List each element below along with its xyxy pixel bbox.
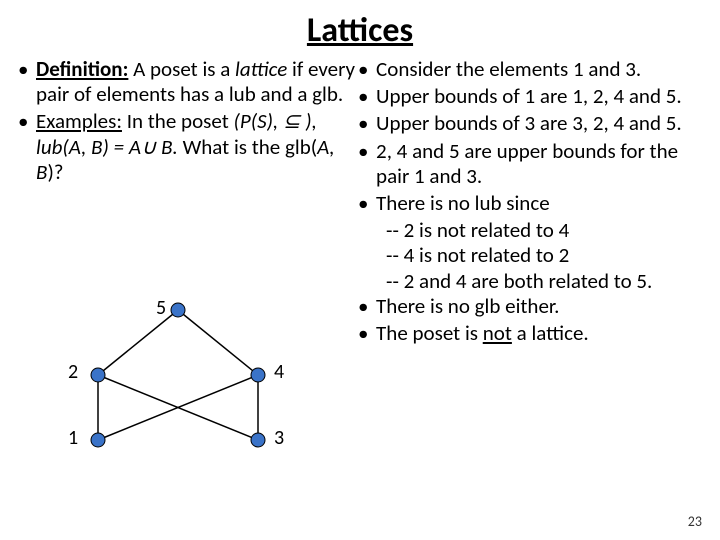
r2-text: Upper bounds of 1 are 1, 2, 4 and 5.	[376, 84, 712, 109]
r5c: -- 2 and 4 are both related to 5.	[386, 269, 712, 294]
r6-text: There is no glb either.	[376, 294, 712, 319]
r5-text: There is no lub since	[376, 191, 712, 216]
examples-label: Examples:	[36, 108, 122, 134]
definition-text: Definition: A poset is a lattice if ever…	[36, 57, 358, 107]
bullet-mark: •	[358, 191, 376, 216]
r7a: The poset is	[376, 320, 483, 346]
r5a: -- 2 is not related to 4	[386, 218, 712, 243]
r7-bullet: • The poset is not a lattice.	[358, 321, 712, 346]
bullet-mark: •	[358, 111, 376, 136]
r2-bullet: • Upper bounds of 1 are 1, 2, 4 and 5.	[358, 84, 712, 109]
hasse-diagram: 5 2 4 1 3	[48, 290, 308, 460]
eg-qend: )?	[47, 159, 63, 185]
svg-text:4: 4	[274, 360, 284, 384]
examples-text: Examples: In the poset (P(S), ⊆ ), lub(A…	[36, 109, 358, 185]
r7b: not	[483, 320, 512, 346]
svg-text:5: 5	[156, 296, 166, 320]
eg-rest: In the poset	[122, 108, 234, 134]
bullet-mark: •	[18, 57, 36, 107]
eg-f1: (P(S),	[233, 108, 282, 134]
r4-text: 2, 4 and 5 are upper bounds for the pair…	[376, 139, 712, 189]
bullet-mark: •	[358, 294, 376, 319]
bullet-mark: •	[358, 321, 376, 346]
r7-text: The poset is not a lattice.	[376, 321, 712, 346]
r3-bullet: • Upper bounds of 3 are 3, 2, 4 and 5.	[358, 111, 712, 136]
r7c: a lattice.	[512, 320, 589, 346]
bullet-mark: •	[358, 139, 376, 189]
svg-text:2: 2	[68, 360, 78, 384]
bullet-mark: •	[358, 57, 376, 82]
r3-text: Upper bounds of 3 are 3, 2, 4 and 5.	[376, 111, 712, 136]
r1-text: Consider the elements 1 and 3.	[376, 57, 712, 82]
definition-label: Definition:	[36, 56, 128, 82]
svg-text:1: 1	[68, 426, 78, 450]
r1-bullet: • Consider the elements 1 and 3.	[358, 57, 712, 82]
bullet-mark: •	[18, 109, 36, 185]
eg-q: What is the glb(	[178, 134, 317, 160]
subset-symbol: ⊆	[283, 108, 301, 134]
definition-bullet: • Definition: A poset is a lattice if ev…	[18, 57, 358, 107]
svg-text:3: 3	[274, 426, 284, 450]
r4-bullet: • 2, 4 and 5 are upper bounds for the pa…	[358, 139, 712, 189]
r5-bullet: • There is no lub since	[358, 191, 712, 216]
r6-bullet: • There is no glb either.	[358, 294, 712, 319]
examples-bullet: • Examples: In the poset (P(S), ⊆ ), lub…	[18, 109, 358, 185]
page-title: Lattices	[0, 0, 720, 57]
union-symbol: ∪	[141, 134, 156, 160]
r5b: -- 4 is not related to 2	[386, 243, 712, 268]
bullet-mark: •	[358, 84, 376, 109]
right-column: • Consider the elements 1 and 3. • Upper…	[358, 57, 712, 348]
def-rest: A poset is a	[128, 56, 235, 82]
eg-f3: B.	[156, 134, 177, 160]
page-number: 23	[688, 513, 702, 530]
def-lattice: lattice	[235, 56, 287, 82]
